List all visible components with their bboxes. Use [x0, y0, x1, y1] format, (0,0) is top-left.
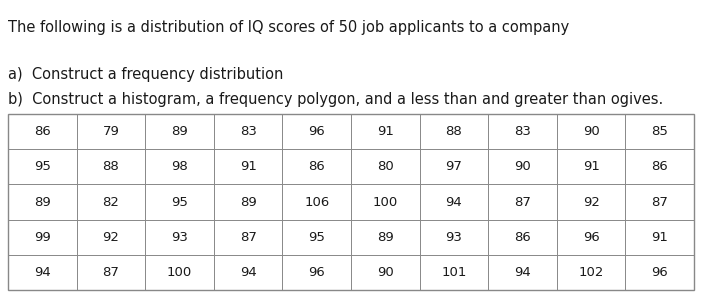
- Text: 91: 91: [239, 160, 256, 173]
- Text: 89: 89: [171, 125, 188, 138]
- Text: 89: 89: [377, 231, 394, 244]
- Text: 93: 93: [446, 231, 463, 244]
- Text: 101: 101: [442, 266, 467, 279]
- Text: 102: 102: [578, 266, 604, 279]
- Text: 94: 94: [34, 266, 51, 279]
- Text: 90: 90: [583, 125, 600, 138]
- Text: 94: 94: [446, 195, 463, 208]
- Text: 95: 95: [171, 195, 188, 208]
- Text: 86: 86: [34, 125, 51, 138]
- Text: 89: 89: [239, 195, 256, 208]
- Text: 96: 96: [651, 266, 668, 279]
- Text: 83: 83: [239, 125, 256, 138]
- Text: 80: 80: [377, 160, 394, 173]
- Text: 96: 96: [308, 125, 325, 138]
- Text: 94: 94: [514, 266, 531, 279]
- Text: 90: 90: [514, 160, 531, 173]
- Text: 93: 93: [171, 231, 188, 244]
- Text: 92: 92: [102, 231, 119, 244]
- Text: 94: 94: [239, 266, 256, 279]
- Text: The following is a distribution of IQ scores of 50 job applicants to a company: The following is a distribution of IQ sc…: [8, 20, 569, 35]
- Text: 86: 86: [308, 160, 325, 173]
- Text: 86: 86: [651, 160, 668, 173]
- Text: 100: 100: [373, 195, 398, 208]
- Text: 106: 106: [304, 195, 329, 208]
- Text: 96: 96: [308, 266, 325, 279]
- Text: 99: 99: [34, 231, 51, 244]
- Text: 96: 96: [583, 231, 600, 244]
- Text: 87: 87: [239, 231, 256, 244]
- Text: b)  Construct a histogram, a frequency polygon, and a less than and greater than: b) Construct a histogram, a frequency po…: [8, 92, 663, 107]
- Text: 95: 95: [308, 231, 325, 244]
- Text: 89: 89: [34, 195, 51, 208]
- Text: 91: 91: [651, 231, 668, 244]
- Text: 83: 83: [514, 125, 531, 138]
- Text: 87: 87: [514, 195, 531, 208]
- Text: 88: 88: [446, 125, 463, 138]
- Text: a)  Construct a frequency distribution: a) Construct a frequency distribution: [8, 67, 284, 82]
- Text: 86: 86: [514, 231, 531, 244]
- Text: 92: 92: [583, 195, 600, 208]
- Text: 95: 95: [34, 160, 51, 173]
- Text: 98: 98: [171, 160, 188, 173]
- Text: 91: 91: [377, 125, 394, 138]
- Text: 87: 87: [651, 195, 668, 208]
- Bar: [8, 114, 694, 290]
- Text: 100: 100: [167, 266, 192, 279]
- Text: 82: 82: [102, 195, 119, 208]
- Text: 79: 79: [102, 125, 119, 138]
- Text: 87: 87: [102, 266, 119, 279]
- Text: 88: 88: [102, 160, 119, 173]
- Text: 90: 90: [377, 266, 394, 279]
- Text: 91: 91: [583, 160, 600, 173]
- Text: 85: 85: [651, 125, 668, 138]
- Text: 97: 97: [446, 160, 463, 173]
